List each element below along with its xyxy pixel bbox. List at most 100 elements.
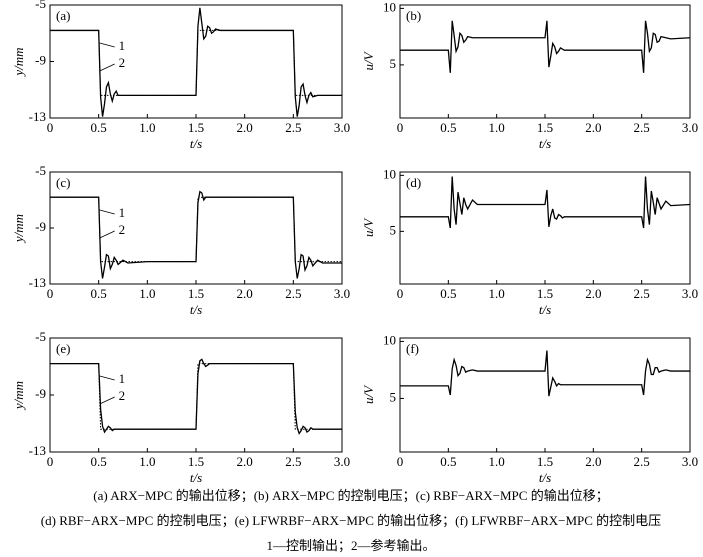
y-tick-label: 10 bbox=[383, 0, 396, 14]
x-tick-label: 2.0 bbox=[585, 120, 601, 135]
panel-label: (f) bbox=[406, 341, 419, 356]
x-tick-label: 0.5 bbox=[440, 120, 456, 135]
x-tick-label: 1.0 bbox=[489, 120, 505, 135]
x-tick-label: 0 bbox=[397, 120, 404, 135]
leader-line bbox=[99, 230, 115, 239]
y-tick-label: 10 bbox=[383, 332, 396, 347]
panel-label: (c) bbox=[56, 175, 70, 190]
x-axis-label: t/s bbox=[539, 302, 551, 317]
x-tick-label: 2.0 bbox=[585, 454, 601, 469]
series-label: 2 bbox=[119, 55, 126, 70]
plot-frame bbox=[49, 171, 343, 285]
x-tick-label: 0 bbox=[47, 286, 54, 301]
y-axis-label: u/V bbox=[361, 384, 376, 404]
series-line bbox=[50, 363, 342, 430]
series-label: 2 bbox=[119, 388, 126, 403]
x-tick-label: 2.5 bbox=[634, 286, 650, 301]
x-tick-label: 3.0 bbox=[682, 454, 698, 469]
x-axis-label: t/s bbox=[539, 136, 551, 151]
x-tick-label: 2.5 bbox=[634, 454, 650, 469]
series-label: 1 bbox=[119, 205, 126, 220]
x-tick-label: 0.5 bbox=[91, 120, 107, 135]
plot-frame bbox=[399, 4, 691, 119]
series-label: 1 bbox=[119, 371, 126, 386]
series-line bbox=[50, 358, 342, 435]
caption-line: (a) ARX−MPC 的输出位移；(b) ARX−MPC 的控制电压；(c) … bbox=[93, 488, 608, 504]
series-label: 2 bbox=[119, 222, 126, 237]
x-tick-label: 2.0 bbox=[237, 454, 253, 469]
y-tick-label: -5 bbox=[35, 0, 46, 11]
y-tick-label: -13 bbox=[29, 443, 46, 458]
x-tick-label: 2.5 bbox=[634, 120, 650, 135]
x-tick-label: 1.5 bbox=[188, 454, 204, 469]
y-tick-label: -13 bbox=[29, 275, 46, 290]
leader-line bbox=[99, 63, 115, 72]
x-tick-label: 3.0 bbox=[334, 286, 350, 301]
caption-line: (d) RBF−ARX−MPC 的控制电压；(e) LFWRBF−ARX−MPC… bbox=[41, 513, 661, 529]
series-line bbox=[400, 176, 691, 229]
x-tick-label: 3.0 bbox=[682, 120, 698, 135]
y-tick-label: 10 bbox=[383, 166, 396, 181]
plot-frame bbox=[49, 337, 343, 453]
y-axis-label: u/V bbox=[361, 50, 376, 70]
x-tick-label: 1.0 bbox=[489, 454, 505, 469]
y-axis-label: u/V bbox=[361, 217, 376, 237]
panel-label: (a) bbox=[56, 8, 70, 23]
x-tick-label: 1.5 bbox=[537, 286, 553, 301]
series-line bbox=[50, 29, 342, 96]
y-axis-label: y/mm bbox=[11, 47, 26, 77]
y-tick-label: -5 bbox=[35, 329, 46, 344]
plot-frame bbox=[399, 337, 691, 453]
panel-label: (b) bbox=[406, 8, 421, 23]
x-tick-label: 3.0 bbox=[334, 454, 350, 469]
x-tick-label: 0 bbox=[397, 454, 404, 469]
leader-line bbox=[99, 42, 115, 48]
x-tick-label: 1.5 bbox=[188, 286, 204, 301]
x-tick-label: 1.0 bbox=[139, 454, 155, 469]
x-axis-label: t/s bbox=[190, 470, 202, 485]
x-axis-label: t/s bbox=[539, 470, 551, 485]
y-axis-label: y/mm bbox=[11, 381, 26, 411]
x-tick-label: 1.5 bbox=[537, 454, 553, 469]
x-axis-label: t/s bbox=[190, 136, 202, 151]
series-line bbox=[400, 20, 691, 73]
y-tick-label: 5 bbox=[390, 389, 397, 404]
x-tick-label: 1.5 bbox=[188, 120, 204, 135]
x-tick-label: 1.0 bbox=[139, 286, 155, 301]
y-tick-label: -5 bbox=[35, 163, 46, 178]
y-axis-label: y/mm bbox=[11, 214, 26, 244]
x-tick-label: 2.0 bbox=[237, 286, 253, 301]
x-tick-label: 3.0 bbox=[682, 286, 698, 301]
plot-frame bbox=[49, 4, 343, 119]
panel-label: (d) bbox=[406, 175, 421, 190]
x-tick-label: 0 bbox=[47, 454, 54, 469]
series-line bbox=[50, 7, 342, 117]
y-tick-label: -9 bbox=[35, 219, 46, 234]
x-tick-label: 2.5 bbox=[285, 286, 301, 301]
series-line bbox=[50, 190, 342, 279]
series-label: 1 bbox=[119, 38, 126, 53]
x-tick-label: 0 bbox=[397, 286, 404, 301]
x-tick-label: 0.5 bbox=[440, 286, 456, 301]
x-tick-label: 2.0 bbox=[237, 120, 253, 135]
x-tick-label: 1.0 bbox=[139, 120, 155, 135]
y-tick-label: 5 bbox=[390, 56, 397, 71]
x-axis-label: t/s bbox=[190, 302, 202, 317]
series-line bbox=[50, 196, 342, 263]
x-tick-label: 0.5 bbox=[91, 454, 107, 469]
x-tick-label: 2.5 bbox=[285, 454, 301, 469]
y-tick-label: -9 bbox=[35, 386, 46, 401]
series-line bbox=[400, 350, 690, 397]
x-tick-label: 2.0 bbox=[585, 286, 601, 301]
y-tick-label: 5 bbox=[390, 222, 397, 237]
x-tick-label: 0 bbox=[47, 120, 54, 135]
leader-line bbox=[99, 396, 115, 405]
leader-line bbox=[99, 375, 115, 381]
x-tick-label: 1.5 bbox=[537, 120, 553, 135]
x-tick-label: 2.5 bbox=[285, 120, 301, 135]
x-tick-label: 1.0 bbox=[489, 286, 505, 301]
leader-line bbox=[99, 209, 115, 215]
x-tick-label: 0.5 bbox=[91, 286, 107, 301]
y-tick-label: -9 bbox=[35, 52, 46, 67]
